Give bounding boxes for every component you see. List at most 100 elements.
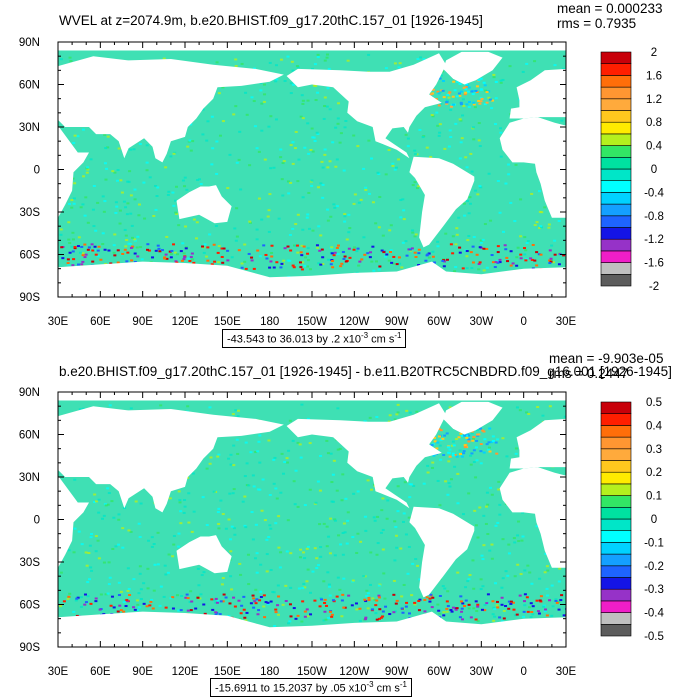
field-cell (126, 567, 130, 570)
field-cell (127, 529, 131, 532)
field-cell (505, 455, 509, 458)
field-cell (313, 63, 317, 66)
field-cell (305, 547, 309, 550)
field-cell (335, 158, 339, 161)
field-cell (514, 447, 518, 450)
field-cell (189, 590, 193, 593)
field-cell (436, 240, 440, 243)
field-cell (492, 606, 496, 609)
field-cell (288, 233, 292, 236)
field-cell (237, 158, 241, 161)
colorbar-segment (600, 448, 632, 461)
field-cell (555, 601, 559, 604)
field-cell (367, 596, 371, 599)
field-cell (477, 122, 481, 125)
field-cell (323, 96, 327, 99)
field-cell (374, 222, 378, 225)
field-cell (395, 263, 399, 266)
field-cell (464, 599, 468, 602)
field-cell (84, 601, 88, 604)
field-cell (449, 243, 453, 246)
field-cell (233, 227, 237, 230)
field-cell (471, 439, 475, 442)
field-cell (322, 580, 326, 583)
field-cell (384, 173, 388, 176)
field-cell (208, 462, 212, 465)
field-cell (430, 466, 434, 469)
field-cell (414, 558, 418, 561)
field-cell (413, 235, 417, 238)
field-cell (249, 602, 253, 605)
field-cell (109, 262, 113, 265)
field-cell (331, 473, 335, 476)
field-cell (530, 610, 534, 613)
field-cell (446, 93, 450, 96)
field-cell (289, 181, 293, 184)
field-cell (562, 254, 566, 257)
field-cell (296, 251, 300, 254)
field-cell (366, 252, 370, 255)
field-cell (363, 253, 367, 256)
field-cell (447, 145, 451, 148)
field-cell (156, 563, 160, 566)
field-cell (497, 488, 501, 491)
field-cell (458, 246, 462, 249)
field-cell (499, 79, 503, 82)
field-cell (472, 436, 476, 439)
field-cell (515, 613, 519, 616)
y-tick-label: 90N (19, 37, 40, 49)
field-cell (355, 608, 359, 611)
x-tick-label: 180 (260, 666, 279, 678)
colorbar-label: 1.2 (646, 94, 662, 106)
field-cell (255, 238, 259, 241)
field-cell (316, 91, 320, 94)
field-cell (465, 255, 469, 258)
field-cell (415, 187, 419, 190)
field-cell (127, 180, 131, 183)
field-cell (112, 251, 116, 254)
field-cell (436, 479, 440, 482)
field-cell (133, 198, 137, 201)
field-cell (472, 126, 476, 129)
field-cell (253, 67, 257, 70)
field-cell (408, 411, 412, 414)
field-cell (236, 409, 240, 412)
field-cell (476, 620, 480, 623)
field-cell (116, 169, 120, 172)
field-cell (168, 497, 172, 500)
field-cell (441, 437, 445, 440)
field-cell (376, 542, 380, 545)
x-tick-label: 90W (385, 666, 409, 678)
field-cell (198, 597, 202, 600)
field-cell (455, 95, 459, 98)
field-cell (278, 566, 282, 569)
field-cell (477, 99, 481, 102)
colorbar-segment (600, 553, 632, 567)
field-cell (470, 267, 474, 270)
map-field (58, 392, 566, 647)
field-cell (412, 484, 416, 487)
field-cell (356, 490, 360, 493)
field-cell (71, 250, 75, 253)
field-cell (441, 259, 445, 262)
field-cell (468, 574, 472, 577)
field-cell (243, 243, 247, 246)
field-cell (138, 142, 142, 145)
field-cell (81, 203, 85, 206)
field-cell (151, 607, 155, 610)
field-cell (356, 247, 360, 250)
field-cell (214, 613, 218, 616)
field-cell (514, 452, 518, 455)
field-cell (519, 235, 523, 238)
field-cell (103, 503, 107, 506)
field-cell (231, 492, 235, 495)
field-cell (485, 266, 489, 269)
field-cell (438, 612, 442, 615)
field-cell (343, 215, 347, 218)
field-cell (443, 587, 447, 590)
field-cell (472, 607, 476, 610)
field-cell (352, 248, 356, 251)
field-cell (465, 83, 469, 86)
field-cell (85, 564, 89, 567)
field-cell (458, 251, 462, 254)
